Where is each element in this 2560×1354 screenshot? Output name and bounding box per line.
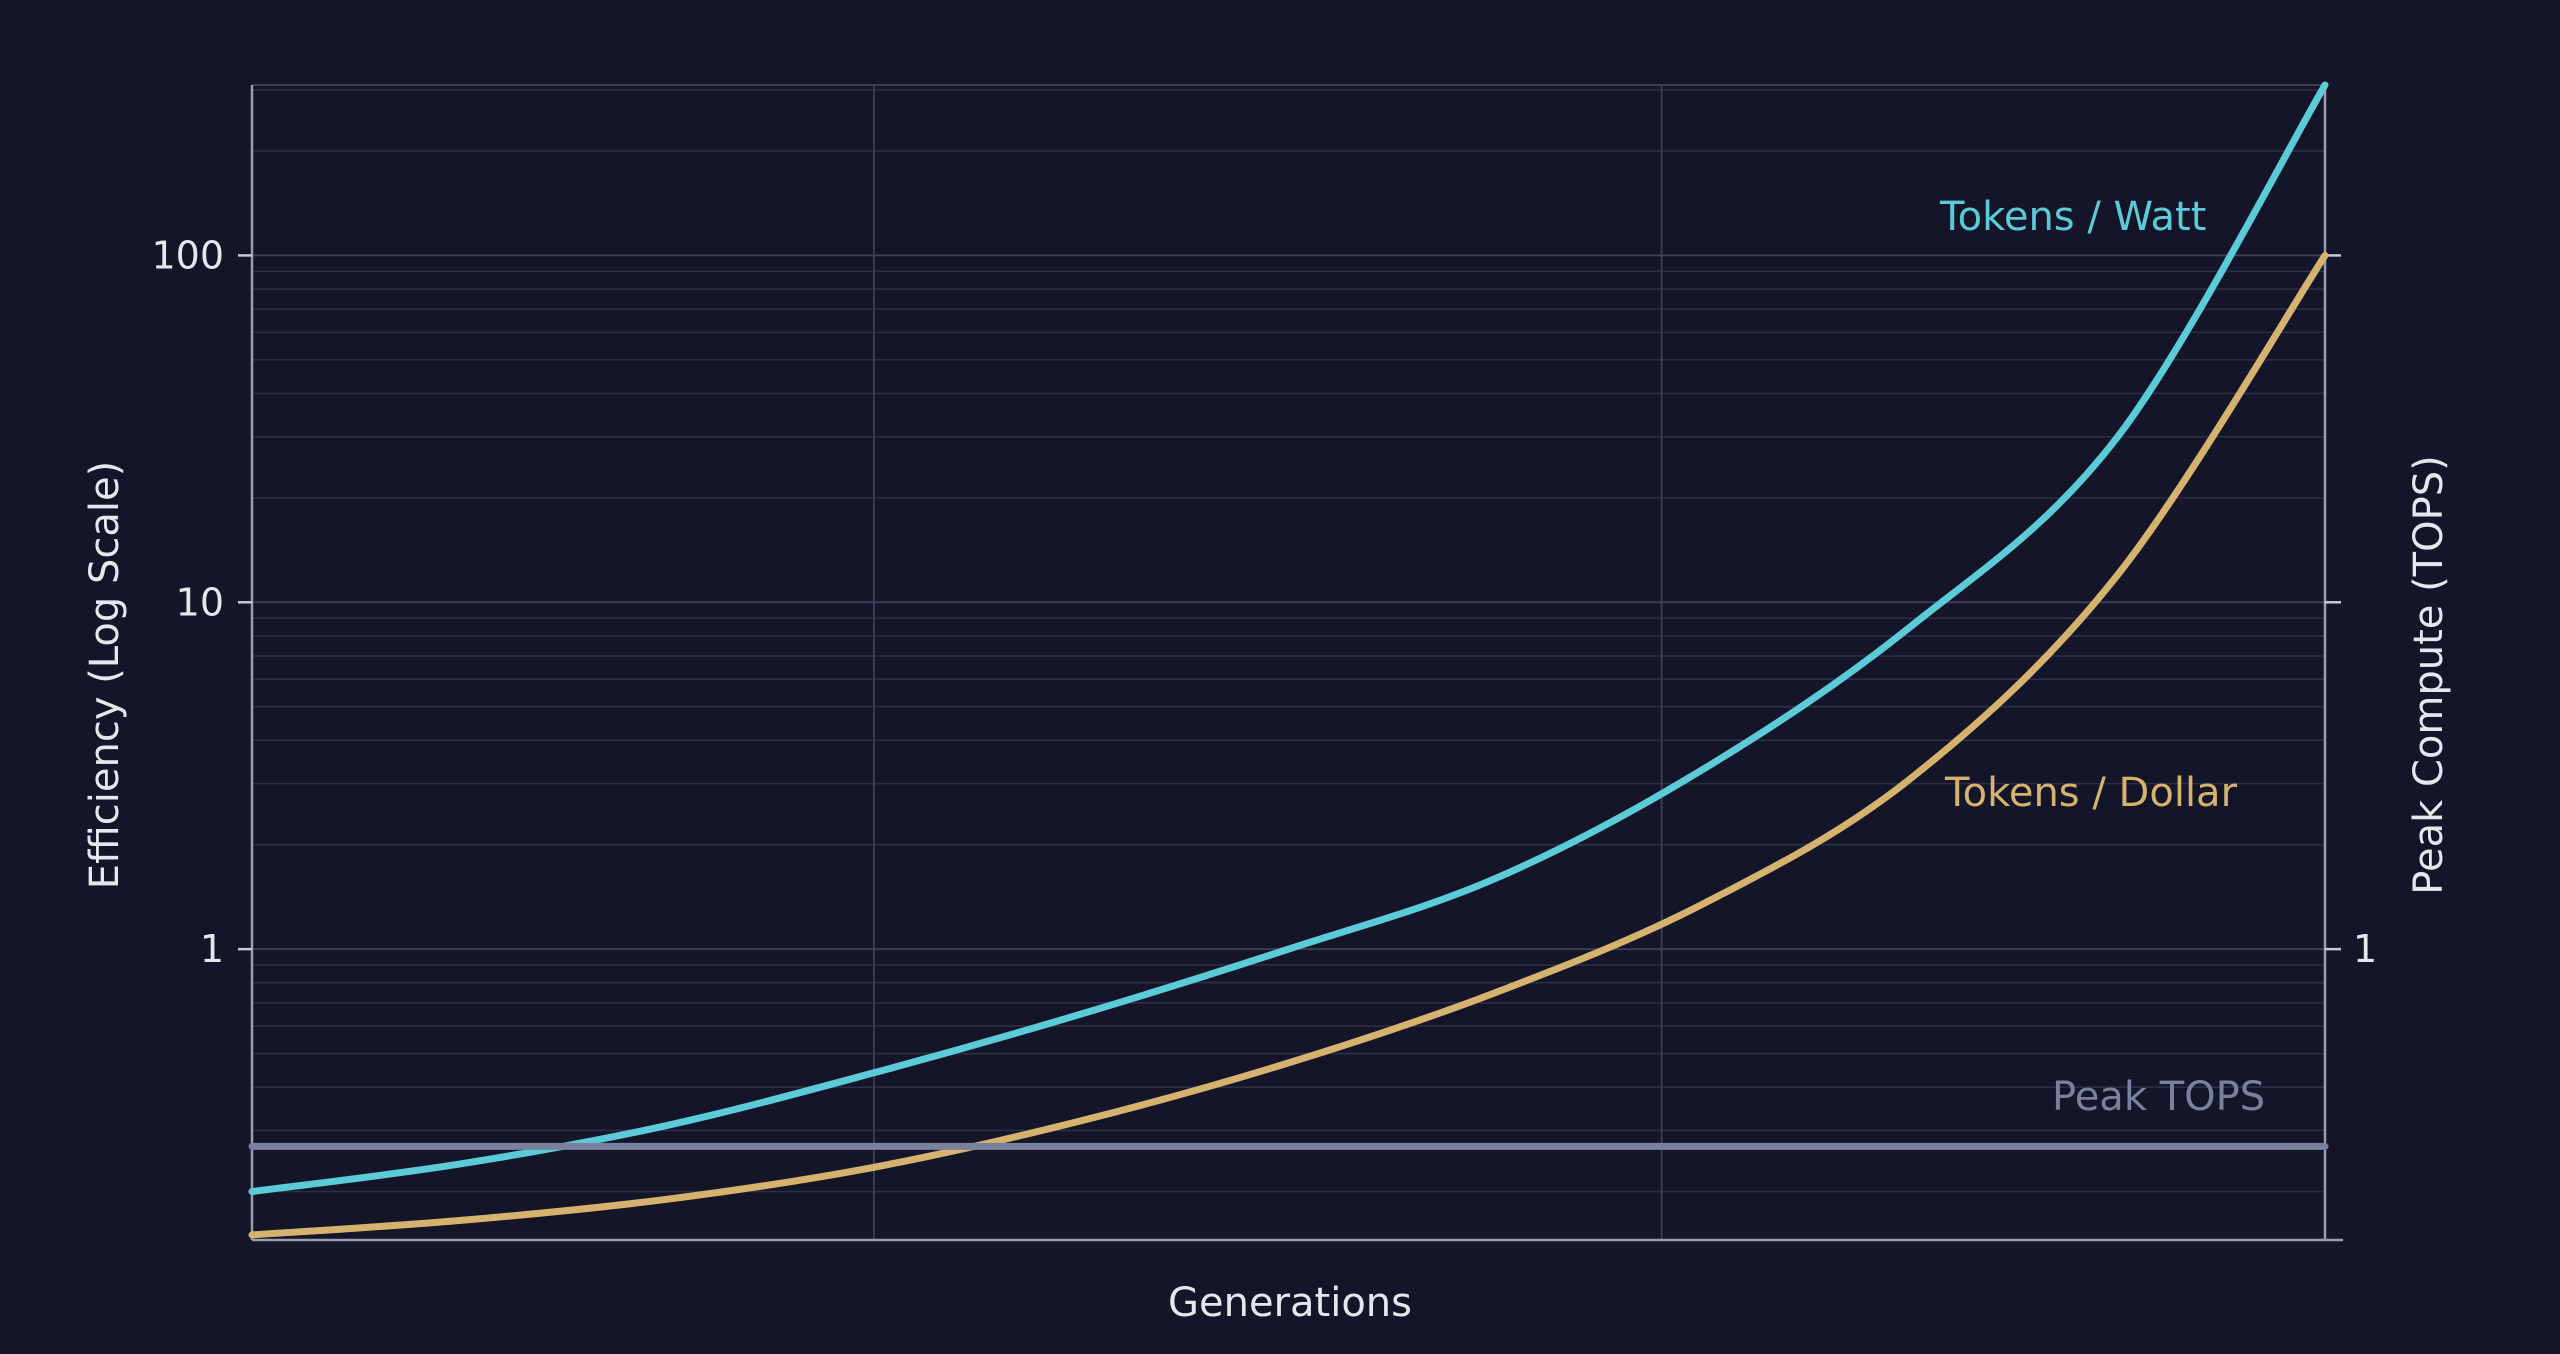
y-tick-label: 1: [200, 927, 224, 971]
series-label-tokens-per-dollar: Tokens / Dollar: [1944, 770, 2238, 816]
y2-tick-label: 1: [2353, 927, 2377, 971]
y-tick-label: 10: [176, 580, 224, 624]
y-axis-title: Efficiency (Log Scale): [82, 461, 128, 889]
y2-axis-title: Peak Compute (TOPS): [2406, 455, 2452, 894]
series-label-peak-tops: Peak TOPS: [2052, 1074, 2265, 1120]
x-axis-title: Generations: [1168, 1280, 1412, 1326]
series-line-tokens-dollar: [248, 251, 2329, 1239]
series-label-tokens-per-watt: Tokens / Watt: [1939, 194, 2206, 240]
grid-layer: [252, 84, 2325, 1240]
axes-layer: 100 10 1 1: [151, 85, 2377, 1242]
series-line-tokens-watt: [248, 81, 2329, 1196]
label-layer: Generations Efficiency (Log Scale) Peak …: [82, 194, 2452, 1326]
series-layer: [248, 81, 2329, 1239]
y-tick-label: 100: [151, 233, 224, 277]
